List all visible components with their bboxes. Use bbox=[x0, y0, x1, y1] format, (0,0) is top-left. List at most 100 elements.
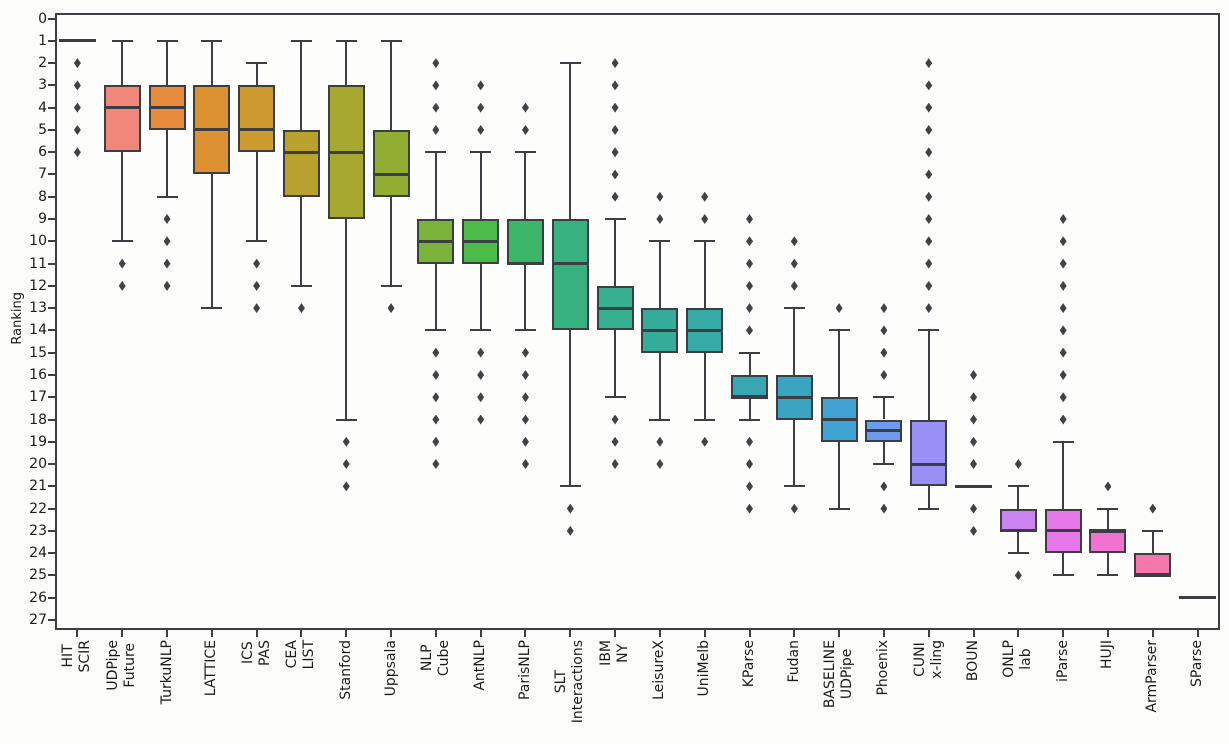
upper-whisker-nlp-cube bbox=[434, 152, 437, 220]
y-tick-mark-21 bbox=[48, 485, 55, 488]
upper-whisker-ics-pas bbox=[255, 63, 258, 86]
x-tick-label-turkunlp: TurkuNLP bbox=[158, 640, 175, 705]
outlier-diamond-iparse bbox=[1059, 325, 1067, 336]
lower-whisker-baseline-udpipe bbox=[838, 441, 841, 509]
outlier-diamond-ics-pas bbox=[253, 280, 261, 291]
box-uppsala bbox=[372, 129, 410, 197]
outlier-diamond-cea-list bbox=[297, 303, 305, 314]
y-tick-mark-4 bbox=[48, 106, 55, 109]
outlier-diamond-kparse bbox=[746, 258, 754, 269]
y-tick-label-16: 16 bbox=[29, 366, 47, 383]
y-tick-label-27: 27 bbox=[29, 611, 47, 628]
outlier-diamond-iparse bbox=[1059, 303, 1067, 314]
x-tick-mark-boun bbox=[972, 630, 975, 637]
upper-whisker-turkunlp bbox=[166, 40, 169, 86]
outlier-diamond-huji bbox=[1104, 481, 1112, 492]
box-huji bbox=[1089, 530, 1127, 554]
upper-whisker-cap-baseline-udpipe bbox=[828, 329, 850, 332]
outlier-diamond-phoenix bbox=[880, 481, 888, 492]
lower-whisker-udpipe-future bbox=[121, 152, 124, 242]
outlier-diamond-iparse bbox=[1059, 258, 1067, 269]
y-tick-mark-24 bbox=[48, 552, 55, 555]
outlier-diamond-kparse bbox=[746, 503, 754, 514]
lower-whisker-onlp-lab bbox=[1017, 530, 1020, 554]
y-tick-mark-27 bbox=[48, 618, 55, 621]
x-tick-label-hit-scir: HIT SCIR bbox=[60, 640, 94, 673]
x-tick-label-sparse: SParse bbox=[1189, 640, 1206, 687]
outlier-diamond-cuni-x-ling bbox=[925, 102, 933, 113]
y-tick-mark-17 bbox=[48, 396, 55, 399]
median-line-kparse bbox=[731, 395, 769, 399]
y-tick-label-5: 5 bbox=[38, 121, 47, 138]
upper-whisker-cap-slt-interactions bbox=[559, 62, 581, 65]
box-udpipe-future bbox=[103, 85, 141, 153]
upper-whisker-phoenix bbox=[882, 397, 885, 420]
outlier-diamond-phoenix bbox=[880, 303, 888, 314]
y-tick-label-20: 20 bbox=[29, 456, 47, 473]
x-tick-mark-cuni-x-ling bbox=[927, 630, 930, 637]
outlier-diamond-ibm-ny bbox=[611, 58, 619, 69]
x-tick-label-boun: BOUN bbox=[965, 640, 982, 682]
outlier-diamond-antnlp bbox=[477, 124, 485, 135]
outlier-diamond-onlp-lab bbox=[1014, 459, 1022, 470]
upper-whisker-cap-cea-list bbox=[290, 39, 312, 42]
median-line-ibm-ny bbox=[596, 306, 634, 310]
outlier-diamond-turkunlp bbox=[163, 236, 171, 247]
outlier-diamond-phoenix bbox=[880, 325, 888, 336]
y-tick-mark-16 bbox=[48, 373, 55, 376]
lower-whisker-iparse bbox=[1062, 553, 1065, 576]
x-tick-mark-udpipe-future bbox=[121, 630, 124, 637]
lower-whisker-kparse bbox=[748, 397, 751, 420]
outlier-diamond-boun bbox=[970, 392, 978, 403]
lower-whisker-cap-fudan bbox=[783, 485, 805, 488]
x-tick-mark-phoenix bbox=[882, 630, 885, 637]
y-tick-label-17: 17 bbox=[29, 389, 47, 406]
x-tick-mark-cea-list bbox=[300, 630, 303, 637]
x-tick-mark-lattice bbox=[210, 630, 213, 637]
lower-whisker-cap-uppsala bbox=[380, 284, 402, 287]
outlier-diamond-nlp-cube bbox=[432, 392, 440, 403]
outlier-diamond-cuni-x-ling bbox=[925, 124, 933, 135]
upper-whisker-lattice bbox=[210, 40, 213, 86]
x-tick-label-lattice: LATTICE bbox=[203, 640, 220, 697]
y-tick-label-11: 11 bbox=[29, 255, 47, 272]
x-tick-label-cuni-x-ling: CUNI x-ling bbox=[911, 640, 945, 679]
x-tick-label-onlp-lab: ONLP lab bbox=[1001, 640, 1035, 678]
outlier-diamond-cuni-x-ling bbox=[925, 169, 933, 180]
outlier-diamond-kparse bbox=[746, 325, 754, 336]
outlier-diamond-hit-scir bbox=[73, 124, 81, 135]
outlier-diamond-hit-scir bbox=[73, 58, 81, 69]
outlier-diamond-iparse bbox=[1059, 280, 1067, 291]
outlier-diamond-phoenix bbox=[880, 347, 888, 358]
x-tick-label-iparse: iParse bbox=[1054, 640, 1071, 682]
y-tick-label-21: 21 bbox=[29, 478, 47, 495]
outlier-diamond-nlp-cube bbox=[432, 369, 440, 380]
upper-whisker-antnlp bbox=[479, 152, 482, 220]
outlier-diamond-uppsala bbox=[387, 303, 395, 314]
x-tick-mark-ibm-ny bbox=[614, 630, 617, 637]
upper-whisker-stanford bbox=[345, 40, 348, 86]
outlier-diamond-antnlp bbox=[477, 414, 485, 425]
outlier-diamond-nlp-cube bbox=[432, 58, 440, 69]
lower-whisker-cea-list bbox=[300, 196, 303, 286]
y-tick-label-10: 10 bbox=[29, 233, 47, 250]
median-line-udpipe-future bbox=[103, 106, 141, 110]
outlier-diamond-hit-scir bbox=[73, 102, 81, 113]
y-tick-label-19: 19 bbox=[29, 433, 47, 450]
outlier-diamond-hit-scir bbox=[73, 80, 81, 91]
y-tick-mark-0 bbox=[48, 17, 55, 20]
y-tick-mark-3 bbox=[48, 84, 55, 87]
lower-whisker-ics-pas bbox=[255, 152, 258, 242]
outlier-diamond-ics-pas bbox=[253, 303, 261, 314]
y-tick-label-25: 25 bbox=[29, 567, 47, 584]
outlier-diamond-antnlp bbox=[477, 102, 485, 113]
outlier-diamond-ibm-ny bbox=[611, 414, 619, 425]
lower-whisker-nlp-cube bbox=[434, 263, 437, 331]
outlier-diamond-cuni-x-ling bbox=[925, 280, 933, 291]
outlier-diamond-iparse bbox=[1059, 347, 1067, 358]
y-tick-label-0: 0 bbox=[38, 10, 47, 27]
lower-whisker-cap-slt-interactions bbox=[559, 485, 581, 488]
outlier-diamond-cuni-x-ling bbox=[925, 191, 933, 202]
median-line-parisnlp bbox=[506, 262, 544, 266]
x-tick-mark-turkunlp bbox=[166, 630, 169, 637]
